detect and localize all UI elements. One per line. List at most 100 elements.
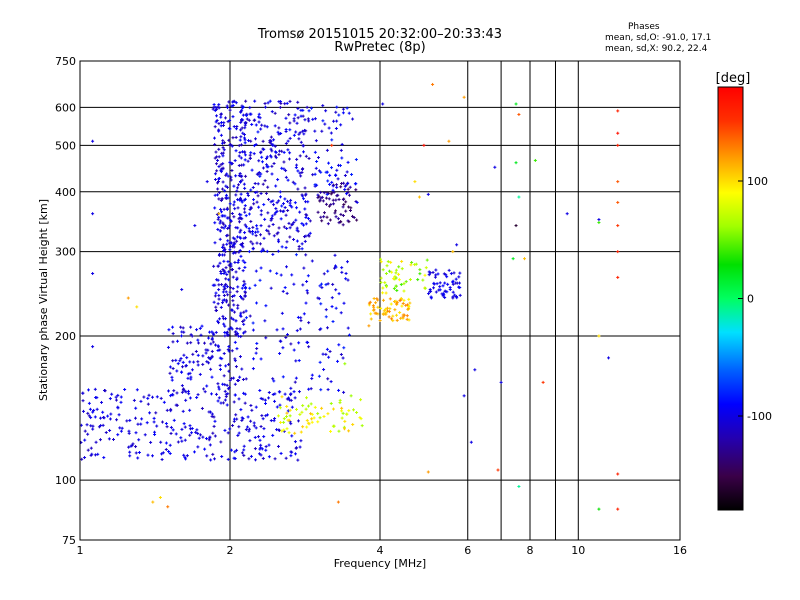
data-point xyxy=(135,305,139,309)
data-point xyxy=(234,101,238,105)
data-point xyxy=(213,109,217,113)
data-point xyxy=(179,436,183,440)
data-point xyxy=(228,427,232,431)
data-point xyxy=(230,376,234,380)
data-point xyxy=(160,452,164,456)
data-point xyxy=(318,360,322,364)
data-point xyxy=(178,359,182,363)
data-point xyxy=(330,143,334,147)
data-point xyxy=(87,414,91,418)
data-point xyxy=(298,171,302,175)
data-point xyxy=(436,272,440,276)
data-point xyxy=(217,165,221,169)
data-point xyxy=(231,317,235,321)
data-point xyxy=(453,293,457,297)
data-point xyxy=(116,433,120,437)
data-point xyxy=(301,114,305,118)
data-point xyxy=(244,316,248,320)
data-point xyxy=(213,125,217,129)
data-point xyxy=(331,184,335,188)
data-point xyxy=(275,271,279,275)
data-point xyxy=(258,438,262,442)
data-point xyxy=(232,241,236,245)
data-point xyxy=(499,380,503,384)
data-point xyxy=(245,425,249,429)
data-point xyxy=(314,166,318,170)
data-point xyxy=(271,143,275,147)
data-point xyxy=(231,275,235,279)
data-point xyxy=(279,339,283,343)
data-point xyxy=(286,148,290,152)
data-point xyxy=(305,280,309,284)
data-point xyxy=(418,268,422,272)
data-point xyxy=(126,296,130,300)
data-point xyxy=(344,209,348,213)
data-point xyxy=(271,392,275,396)
data-point xyxy=(278,403,282,407)
data-point xyxy=(90,452,94,456)
data-point xyxy=(390,317,394,321)
data-point xyxy=(299,108,303,112)
data-point xyxy=(295,239,299,243)
data-point xyxy=(151,454,155,458)
data-point xyxy=(108,417,112,421)
data-point xyxy=(292,282,296,286)
data-point xyxy=(234,174,238,178)
data-point xyxy=(277,226,281,230)
data-point xyxy=(119,400,123,404)
data-point xyxy=(225,234,229,238)
data-point xyxy=(337,197,341,201)
data-point xyxy=(252,118,256,122)
data-point xyxy=(254,426,258,430)
data-point xyxy=(344,277,348,281)
data-point xyxy=(454,277,458,281)
data-point xyxy=(243,401,247,405)
data-point xyxy=(237,220,241,224)
data-point xyxy=(223,250,227,254)
data-point xyxy=(175,369,179,373)
data-point xyxy=(404,303,408,307)
data-point xyxy=(210,354,214,358)
data-point xyxy=(313,150,317,154)
data-point xyxy=(322,414,326,418)
data-point xyxy=(244,236,248,240)
data-point xyxy=(241,259,245,263)
data-point xyxy=(106,414,110,418)
data-point xyxy=(286,199,290,203)
data-point xyxy=(336,217,340,221)
data-point xyxy=(242,453,246,457)
data-point xyxy=(94,440,98,444)
data-point xyxy=(305,340,309,344)
data-point xyxy=(243,231,247,235)
data-point xyxy=(294,253,298,257)
data-point xyxy=(226,120,230,124)
data-point xyxy=(225,216,229,220)
data-point xyxy=(451,282,455,286)
data-point xyxy=(171,359,175,363)
data-point xyxy=(149,440,153,444)
data-point xyxy=(286,409,290,413)
data-point xyxy=(422,143,426,147)
data-point xyxy=(171,340,175,344)
data-point xyxy=(285,226,289,230)
data-point xyxy=(253,283,257,287)
data-point xyxy=(327,191,331,195)
data-point xyxy=(236,433,240,437)
data-point xyxy=(207,438,211,442)
data-point xyxy=(151,500,155,504)
data-point xyxy=(209,342,213,346)
data-point xyxy=(242,322,246,326)
data-point xyxy=(318,198,322,202)
data-point xyxy=(301,129,305,133)
data-point xyxy=(247,457,251,461)
data-point xyxy=(393,308,397,312)
data-point xyxy=(324,283,328,287)
data-point xyxy=(271,433,275,437)
data-point xyxy=(265,163,269,167)
data-point xyxy=(431,270,435,274)
data-point xyxy=(290,405,294,409)
data-point xyxy=(236,261,240,265)
data-point xyxy=(79,423,83,427)
data-point xyxy=(243,261,247,265)
data-point xyxy=(261,456,265,460)
